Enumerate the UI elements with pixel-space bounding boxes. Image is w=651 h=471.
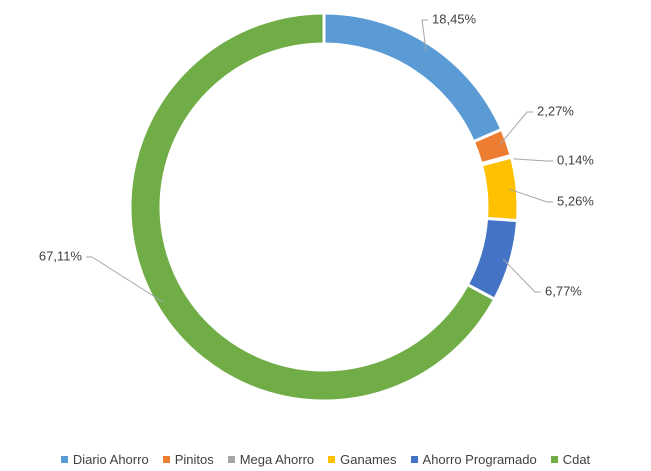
- legend-item: Ganames: [328, 452, 397, 467]
- legend-item: Diario Ahorro: [60, 452, 149, 467]
- donut-slice: [479, 155, 520, 223]
- legend-swatch: [410, 456, 418, 463]
- legend-item: Pinitos: [162, 452, 214, 467]
- data-label: 2,27%: [537, 103, 574, 118]
- legend-item: Mega Ahorro: [227, 452, 315, 467]
- legend-item: Ahorro Programado: [410, 452, 537, 467]
- legend-swatch: [328, 456, 336, 463]
- legend-label: Pinitos: [174, 452, 214, 467]
- data-label: 18,45%: [432, 11, 477, 26]
- legend-label: Cdat: [562, 452, 591, 467]
- chart: 18,45% 2,27% 0,14% 5,26% 6,77% 67,11%: [39, 11, 594, 403]
- donut-slice: [322, 11, 504, 144]
- legend-label: Ahorro Programado: [422, 452, 537, 467]
- legend-swatch: [162, 456, 170, 463]
- legend-label: Ganames: [340, 452, 397, 467]
- data-label: 5,26%: [557, 193, 594, 208]
- leader-line: [509, 188, 553, 203]
- legend: Diario Ahorro Pinitos Mega Ahorro Ganames Ah…: [0, 452, 651, 467]
- data-label: 67,11%: [39, 248, 83, 263]
- data-label: 0,14%: [557, 152, 594, 167]
- legend-label: Mega Ahorro: [239, 452, 315, 467]
- leader-line: [499, 111, 533, 146]
- leader-line: [86, 256, 165, 303]
- legend-swatch: [550, 456, 558, 463]
- legend-swatch: [60, 456, 68, 463]
- legend-label: Diario Ahorro: [72, 452, 149, 467]
- leader-line: [502, 258, 541, 293]
- leader-line: [503, 157, 553, 162]
- leader-line: [421, 19, 428, 52]
- donut-slice: [128, 11, 497, 403]
- data-label: 6,77%: [545, 283, 582, 298]
- legend-swatch: [227, 456, 235, 463]
- legend-item: Cdat: [550, 452, 591, 467]
